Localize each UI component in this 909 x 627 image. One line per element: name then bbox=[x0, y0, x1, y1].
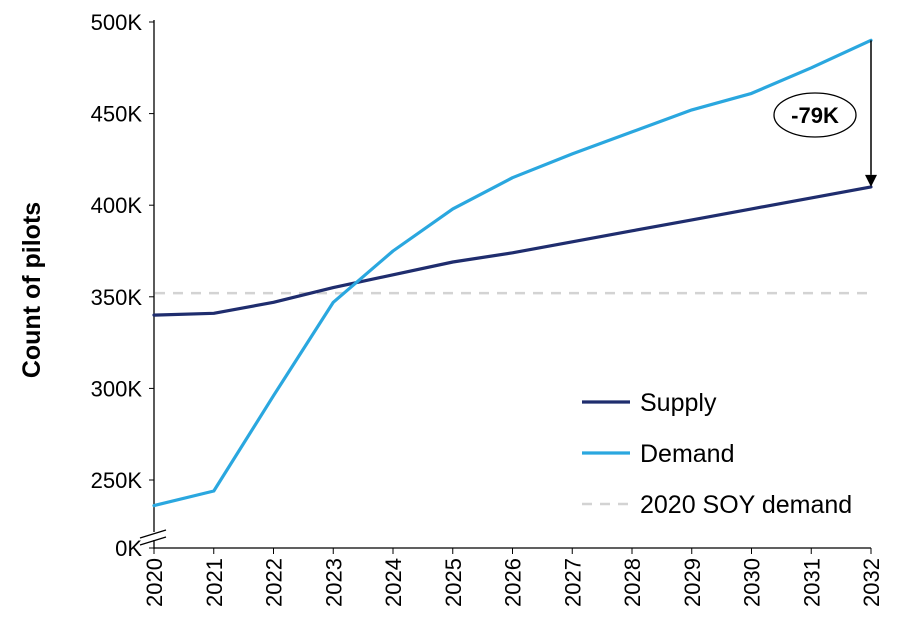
y-tick-label: 400K bbox=[91, 193, 143, 218]
series-line-demand bbox=[152, 38, 873, 508]
axis-break-slash bbox=[139, 536, 167, 546]
x-tick-label: 2030 bbox=[740, 558, 765, 607]
y-tick-label: 350K bbox=[91, 285, 143, 310]
y-tick-label: 300K bbox=[91, 376, 143, 401]
legend-label: 2020 SOY demand bbox=[640, 491, 852, 519]
series-line-supply bbox=[152, 185, 873, 317]
x-tick-label: 2027 bbox=[560, 558, 585, 607]
axes bbox=[139, 20, 871, 549]
x-axis-ticks: 2020 2021 2022 2023 2024 2025 2026 2027 2028 2029… bbox=[142, 548, 884, 607]
x-tick-label: 2020 bbox=[142, 558, 167, 607]
y-axis-ticks: 0K 250K 300K 350K 400K 450K 500K bbox=[91, 10, 154, 561]
legend-label: Demand bbox=[640, 440, 735, 468]
legend: Supply Demand 2020 SOY demand bbox=[582, 389, 852, 519]
x-tick-label: 2021 bbox=[202, 558, 227, 607]
x-tick-label: 2029 bbox=[680, 558, 705, 607]
y-tick-label: 500K bbox=[91, 10, 143, 35]
series-lines bbox=[152, 38, 873, 508]
axis-break-gap bbox=[140, 532, 168, 540]
gap-label: -79K bbox=[791, 103, 839, 128]
x-tick-label: 2025 bbox=[441, 558, 466, 607]
x-tick-label: 2024 bbox=[381, 558, 406, 607]
gap-annotation: -79K bbox=[773, 40, 877, 187]
y-tick-label: 250K bbox=[91, 468, 143, 493]
y-axis-label-group: Count of pilots bbox=[18, 202, 46, 378]
legend-label: Supply bbox=[640, 389, 717, 417]
y-tick-label: 0K bbox=[115, 536, 142, 561]
x-tick-label: 2026 bbox=[501, 558, 526, 607]
gap-arrow-head bbox=[865, 174, 877, 187]
y-axis-label: Count of pilots bbox=[18, 202, 46, 378]
gap-bubble bbox=[773, 92, 857, 138]
y-tick-label: 450K bbox=[91, 102, 143, 127]
x-tick-label: 2022 bbox=[262, 558, 287, 607]
axis-break-slash bbox=[139, 529, 167, 539]
x-tick-label: 2032 bbox=[859, 558, 884, 607]
x-tick-label: 2023 bbox=[321, 558, 346, 607]
axis-break-mark bbox=[139, 529, 168, 546]
x-tick-label: 2028 bbox=[620, 558, 645, 607]
x-tick-label: 2031 bbox=[799, 558, 824, 607]
